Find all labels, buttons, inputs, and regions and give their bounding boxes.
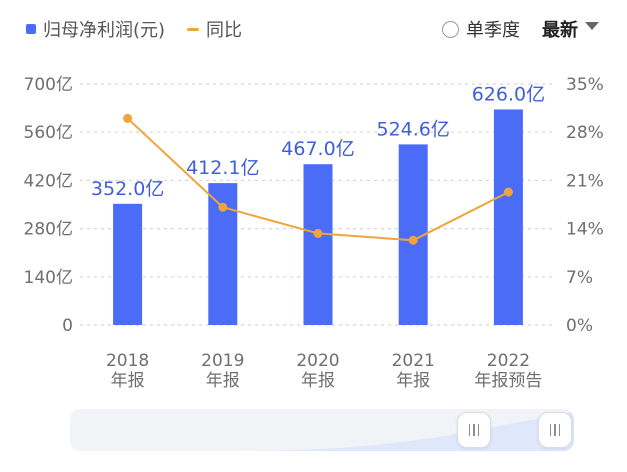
legend-item-yoy[interactable]: 同比 (187, 16, 242, 42)
bar-value-label: 412.1亿 (186, 157, 259, 179)
single-quarter-label: 单季度 (466, 20, 520, 41)
radio-circle-icon[interactable] (442, 20, 459, 38)
y-left-tick-label: 560亿 (24, 123, 73, 143)
bar (113, 203, 143, 325)
yoy-point (408, 235, 418, 245)
bar-value-label: 626.0亿 (472, 83, 545, 105)
grip-icon (468, 424, 480, 436)
x-tick-label-period: 年报 (111, 371, 145, 391)
bar-series-swatch (26, 24, 36, 34)
y-left-tick-label: 0 (62, 316, 73, 336)
x-tick-label-year: 2020 (296, 351, 339, 371)
y-left-tick-label: 140亿 (24, 268, 73, 288)
y-left-tick-label: 420亿 (24, 171, 73, 191)
single-quarter-toggle[interactable]: 单季度 (442, 16, 520, 42)
triangle-down-icon (585, 22, 599, 30)
yoy-point (503, 187, 513, 197)
period-dropdown-label: 最新 (542, 20, 578, 41)
legend-item-net-profit[interactable]: 归母净利润(元) (26, 16, 165, 42)
legend: 归母净利润(元) 同比 (26, 14, 264, 44)
range-slider-preview (70, 411, 574, 451)
y-left-tick-label: 280亿 (24, 220, 73, 240)
x-tick-label-year: 2021 (392, 351, 435, 371)
x-tick-label-period: 年报预告 (474, 371, 542, 391)
bar (493, 109, 523, 325)
chart-controls: 单季度 最新 (442, 14, 599, 44)
x-tick-label-period: 年报 (206, 371, 240, 391)
x-tick-label-year: 2022 (487, 351, 530, 371)
y-right-tick-label: 0% (566, 316, 593, 336)
x-tick-label-year: 2018 (106, 351, 149, 371)
y-right-tick-label: 7% (566, 268, 593, 288)
range-slider-left-handle[interactable] (457, 412, 491, 448)
line-series-swatch (187, 27, 200, 31)
yoy-point (218, 202, 228, 212)
yoy-point (123, 113, 133, 123)
x-tick-label-year: 2019 (201, 351, 244, 371)
legend-label-yoy: 同比 (206, 20, 243, 41)
y-right-tick-label: 35% (566, 75, 604, 95)
bar-value-label: 352.0亿 (91, 178, 164, 200)
bar-value-label: 524.6亿 (376, 118, 449, 140)
yoy-point (313, 228, 323, 238)
grip-icon (549, 424, 561, 436)
y-right-tick-label: 28% (566, 123, 604, 143)
legend-label-net-profit: 归母净利润(元) (43, 20, 166, 41)
y-right-tick-label: 14% (566, 220, 604, 240)
net-profit-chart: 0 140亿 280亿 420亿 560亿 700亿 0% 7% 14% 21% 28% 35% 352… (24, 75, 604, 391)
period-dropdown[interactable]: 最新 (542, 16, 599, 42)
y-left-tick-label: 700亿 (24, 75, 73, 95)
range-slider[interactable] (70, 409, 574, 451)
x-tick-label-period: 年报 (301, 371, 335, 391)
bar-value-label: 467.0亿 (281, 138, 354, 160)
bar (303, 164, 333, 325)
y-right-tick-label: 21% (566, 171, 604, 191)
range-slider-right-handle[interactable] (538, 412, 572, 448)
x-tick-label-period: 年报 (396, 371, 430, 391)
